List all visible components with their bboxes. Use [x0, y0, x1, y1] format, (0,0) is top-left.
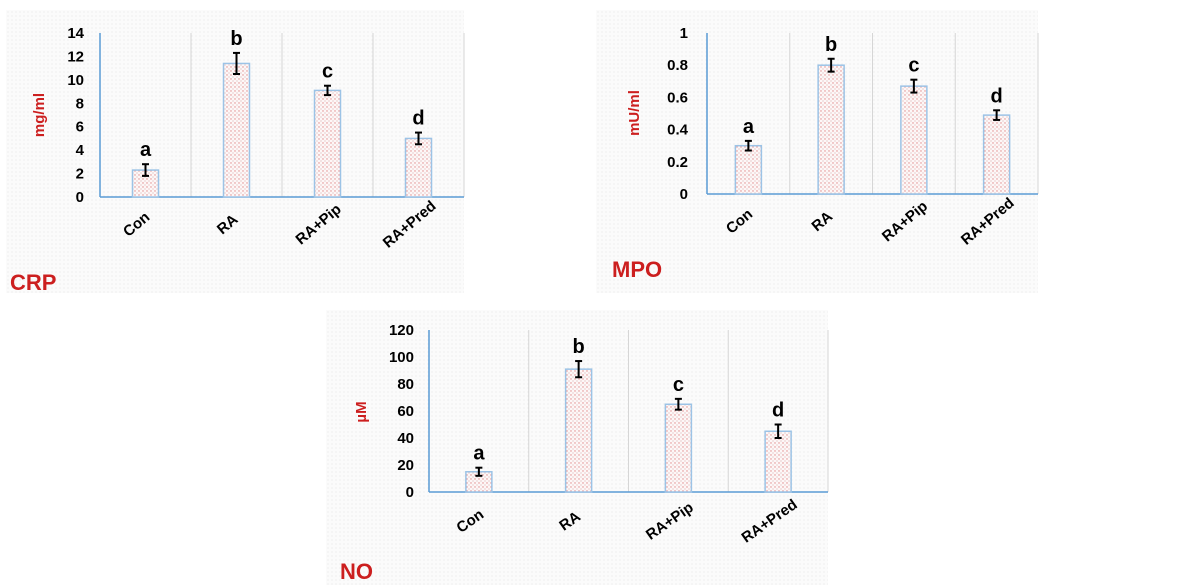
mpo-x-tick-label: RA+Pip: [879, 198, 931, 246]
crp-chart-svg: 0 2 4 6 8 10 12 14 mg/ml a Con b RA c RA+Pip d RA+Pred: [31, 25, 465, 252]
crp-error-bar: [233, 51, 240, 75]
no-significance-letter: a: [473, 443, 485, 465]
crp-y-tick-label: 2: [76, 166, 84, 183]
mpo-bar-ra: [817, 64, 845, 195]
mpo-error-bar: [993, 109, 1001, 121]
no-bar-ra: [564, 368, 593, 493]
mpo-bar-ra-pip: [900, 85, 928, 195]
no-chart-svg: 0 20 40 60 80 100 120 µM a Con b RA c RA+Pip d RA+Pred: [353, 322, 829, 547]
no-error-bar: [774, 423, 782, 439]
no-y-tick-label: 20: [397, 457, 414, 474]
crp-significance-letter: b: [230, 28, 242, 50]
mpo-y-tick-label: 0.4: [667, 122, 689, 139]
no-y-axis-label: µM: [353, 401, 370, 422]
no-x-tick-label: RA+Pred: [739, 496, 801, 547]
crp-bar-ra-pip: [313, 89, 342, 198]
mpo-error-bar: [910, 78, 918, 94]
crp-y-tick-label: 0: [76, 189, 84, 206]
mpo-y-tick-label: 0.2: [667, 154, 688, 171]
crp-error-bar: [142, 163, 149, 177]
mpo-x-tick-label: RA: [808, 208, 836, 235]
crp-x-tick-label: RA: [214, 211, 242, 238]
no-bar-ra-pred: [764, 430, 792, 493]
mpo-y-tick-label: 0.6: [667, 89, 688, 106]
mpo-significance-letter: b: [825, 34, 837, 56]
crp-y-tick-label: 10: [67, 72, 84, 89]
crp-chart-panel: 0 2 4 6 8 10 12 14 mg/ml a Con b RA c RA+Pip d RA+Pred C…: [6, 10, 465, 295]
no-error-bar: [575, 360, 583, 379]
crp-bar-ra: [222, 62, 251, 198]
crp-panel-title: CRP: [10, 270, 57, 295]
mpo-error-bar: [744, 139, 752, 152]
mpo-y-tick-label: 0.8: [667, 57, 688, 74]
mpo-chart-panel: 0 0.2 0.4 0.6 0.8 1 mU/ml a Con b RA c RA+Pip d RA+Pre…: [596, 10, 1039, 293]
crp-bar-ra-pred: [404, 137, 433, 198]
crp-x-tick-label: RA+Pip: [293, 201, 345, 249]
no-chart-panel: 0 20 40 60 80 100 120 µM a Con b RA c RA+Pip d RA+Pred …: [326, 310, 829, 585]
mpo-y-tick-label: 1: [680, 25, 688, 42]
crp-x-tick-label: Con: [120, 209, 153, 241]
no-panel-title: NO: [340, 559, 373, 584]
no-y-tick-label: 40: [397, 430, 414, 447]
no-y-tick-label: 0: [406, 484, 414, 501]
mpo-bar-ra-pred: [982, 114, 1011, 195]
crp-y-tick-label: 6: [76, 119, 84, 136]
crp-error-bar: [415, 131, 422, 146]
mpo-significance-letter: c: [908, 55, 919, 77]
crp-error-bar: [324, 84, 331, 97]
no-y-tick-label: 80: [397, 376, 414, 393]
crp-significance-letter: a: [140, 139, 152, 161]
no-x-tick-label: RA+Pip: [643, 499, 697, 544]
mpo-x-tick-label: Con: [723, 206, 756, 238]
crp-y-axis-label: mg/ml: [31, 93, 48, 137]
no-y-tick-label: 60: [397, 403, 414, 420]
crp-y-tick-label: 8: [76, 95, 84, 112]
no-bar-ra-pip: [664, 403, 693, 493]
mpo-y-axis-label: mU/ml: [626, 90, 643, 136]
no-y-tick-label: 120: [389, 322, 414, 339]
crp-y-tick-label: 4: [76, 142, 85, 159]
no-y-tick-label: 100: [389, 349, 414, 366]
crp-significance-letter: d: [412, 108, 424, 130]
mpo-bar-con: [734, 144, 763, 195]
no-significance-letter: b: [573, 336, 585, 358]
crp-y-tick-label: 14: [67, 25, 84, 42]
crp-y-tick-label: 12: [67, 48, 84, 65]
crp-significance-letter: c: [322, 61, 333, 83]
mpo-significance-letter: a: [743, 116, 755, 138]
no-significance-letter: d: [772, 400, 784, 422]
no-significance-letter: c: [673, 374, 684, 396]
no-error-bar: [475, 466, 483, 477]
mpo-x-tick-label: RA+Pred: [958, 195, 1018, 249]
no-x-tick-label: RA: [556, 508, 584, 534]
mpo-chart-svg: 0 0.2 0.4 0.6 0.8 1 mU/ml a Con b RA c RA+Pip d RA+Pre…: [626, 25, 1039, 249]
crp-x-tick-label: RA+Pred: [380, 198, 440, 252]
mpo-panel-title: MPO: [612, 257, 663, 282]
no-error-bar: [674, 397, 682, 411]
mpo-significance-letter: d: [991, 85, 1003, 107]
mpo-y-tick-label: 0: [680, 186, 688, 203]
mpo-error-bar: [827, 57, 835, 73]
no-x-tick-label: Con: [453, 506, 487, 537]
